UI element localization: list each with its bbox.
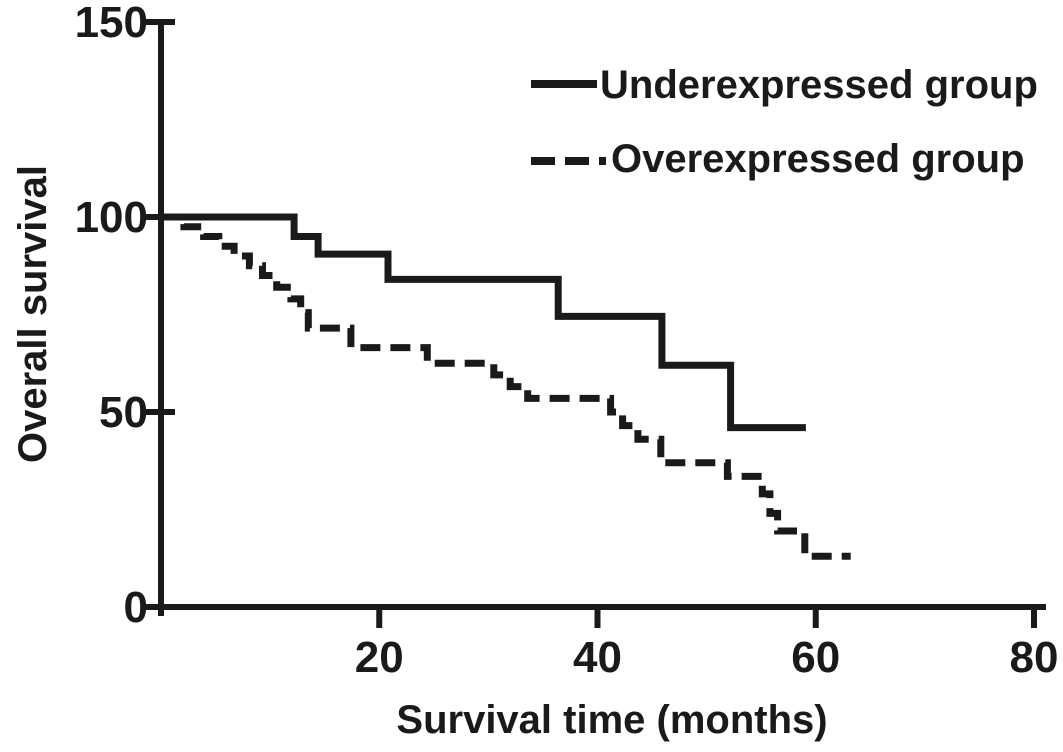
y-tick-label: 150 [75, 0, 148, 47]
axes: 0 50 100 150 20 40 60 80 [75, 0, 1059, 682]
x-tick-label: 20 [355, 633, 404, 682]
y-tick-label: 50 [99, 388, 148, 437]
legend-label-underexpressed: Underexpressed group [600, 63, 1038, 107]
y-tick-label: 100 [75, 193, 148, 242]
y-axis-tick-labels: 0 50 100 150 [75, 0, 148, 632]
overexpressed-curve [161, 213, 851, 560]
legend-label-overexpressed: Overexpressed group [611, 137, 1025, 181]
y-axis-title: Overall survival [11, 165, 55, 463]
underexpressed-curve [161, 213, 806, 432]
x-axis-title: Survival time (months) [396, 698, 827, 742]
y-tick-label: 0 [124, 583, 148, 632]
x-axis-ticks [376, 607, 1037, 628]
x-axis-tick-labels: 20 40 60 80 [355, 633, 1059, 682]
x-tick-label: 40 [573, 633, 622, 682]
legend: Underexpressed group Overexpressed group [531, 63, 1038, 181]
y-axis-ticks [141, 19, 175, 610]
x-tick-label: 60 [791, 633, 840, 682]
x-tick-label: 80 [1010, 633, 1059, 682]
